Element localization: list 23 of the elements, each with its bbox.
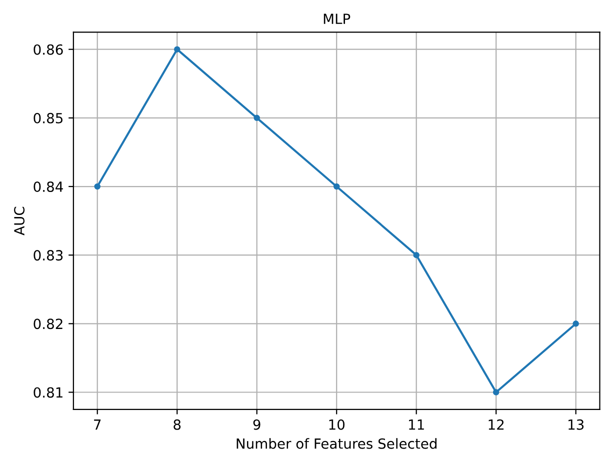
x-tick-label: 11 xyxy=(409,420,424,430)
point xyxy=(572,320,579,327)
x-axis-title: Number of Features Selected xyxy=(236,438,437,449)
x-tick-label: 9 xyxy=(253,419,260,430)
point xyxy=(333,183,340,190)
y-axis-title: AUC xyxy=(14,206,25,236)
chart-title: MLP xyxy=(324,14,350,24)
y-tick-label: 0.82 xyxy=(34,318,62,330)
point xyxy=(94,183,100,190)
x-tick-label: 10 xyxy=(329,419,345,430)
point xyxy=(174,46,180,52)
y-tick-label: 0.85 xyxy=(34,112,63,124)
y-tick-label: 0.83 xyxy=(34,250,63,261)
point xyxy=(492,389,500,396)
y-tick-label: 0.86 xyxy=(34,44,63,55)
point xyxy=(413,252,420,258)
x-tick-label: 13 xyxy=(568,419,584,430)
x-tick-label: 12 xyxy=(488,419,504,430)
point xyxy=(254,114,260,122)
y-tick-label: 0.84 xyxy=(34,181,63,192)
x-tick-label: 8 xyxy=(174,419,181,430)
x-tick-label: 7 xyxy=(94,420,101,430)
y-tick-label: 0.81 xyxy=(34,387,62,398)
